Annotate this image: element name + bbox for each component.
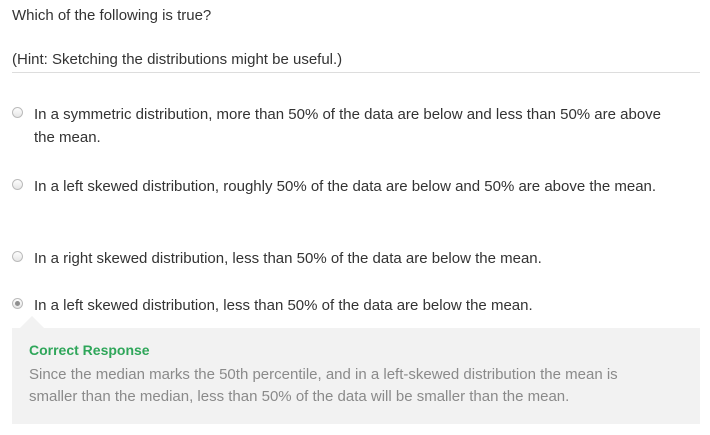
option-4-label: In a left skewed distribution, less than… — [34, 297, 533, 314]
answer-option-3[interactable]: In a right skewed distribution, less tha… — [12, 247, 692, 270]
question-hint: (Hint: Sketching the distributions might… — [12, 51, 343, 68]
option-2-label: In a left skewed distribution, roughly 5… — [34, 178, 657, 195]
radio-button-option-3[interactable] — [12, 251, 23, 262]
answer-option-2[interactable]: In a left skewed distribution, roughly 5… — [12, 175, 692, 221]
answer-option-4[interactable]: In a left skewed distribution, less than… — [12, 294, 692, 317]
answer-option-1[interactable]: In a symmetric distribution, more than 5… — [12, 103, 692, 149]
question-prompt: Which of the following is true? — [12, 7, 212, 24]
feedback-panel: Correct Response Since the median marks … — [12, 328, 700, 424]
radio-button-option-1[interactable] — [12, 107, 23, 118]
feedback-explanation: Since the median marks the 50th percenti… — [29, 366, 618, 405]
radio-button-option-4[interactable] — [12, 298, 23, 309]
option-1-label: In a symmetric distribution, more than 5… — [34, 106, 662, 146]
feedback-title: Correct Response — [29, 342, 150, 358]
option-3-label: In a right skewed distribution, less tha… — [34, 250, 542, 267]
feedback-pointer — [20, 316, 44, 328]
hint-divider — [12, 72, 700, 73]
radio-button-option-2[interactable] — [12, 179, 23, 190]
